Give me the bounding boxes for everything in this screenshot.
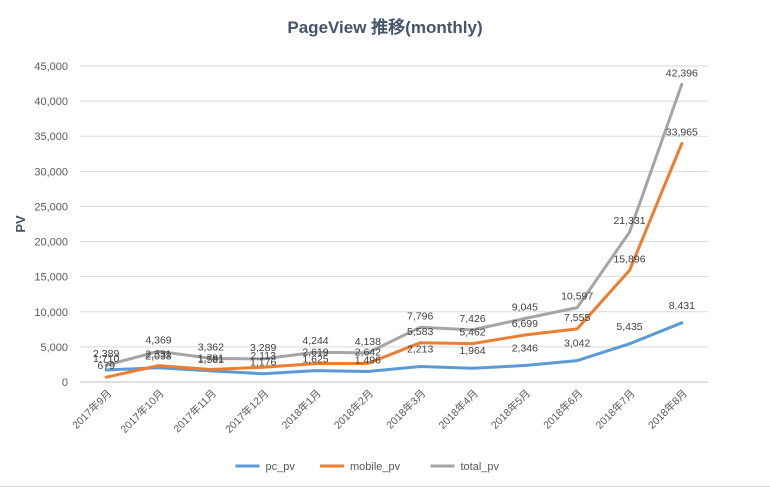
y-axis-ticks: 0 5,000 10,000 15,000 20,000 25,000 30,000 35,0… — [34, 61, 68, 389]
data-label-total_pv: 4,138 — [355, 336, 381, 348]
data-label-pc_pv: 1,581 — [198, 354, 224, 366]
y-tick-label: 40,000 — [34, 96, 68, 108]
x-tick-label: 2018年1月 — [279, 387, 324, 432]
chart-title: PageView 推移(monthly) — [287, 17, 482, 37]
x-tick-label: 2018年7月 — [593, 387, 638, 432]
series-lines — [104, 82, 684, 379]
data-label-mobile_pv: 5,583 — [407, 326, 433, 338]
data-label-total_pv: 9,045 — [512, 301, 538, 313]
x-tick-label: 2018年3月 — [384, 387, 429, 432]
x-axis-ticks: 2017年9月 2017年10月 2017年11月 2017年12月 2018年1月 20… — [70, 387, 690, 436]
data-label-mobile_pv: 7,555 — [564, 312, 590, 324]
y-tick-label: 5,000 — [40, 342, 68, 354]
data-label-total_pv: 10,597 — [561, 291, 593, 303]
gridlines — [80, 65, 708, 383]
x-tick-label: 2017年10月 — [118, 387, 167, 436]
data-label-total_pv: 3,289 — [250, 342, 276, 354]
legend-label-pc_pv: pc_pv — [266, 461, 296, 473]
data-label-mobile_pv: 2,619 — [302, 347, 328, 359]
y-tick-label: 35,000 — [34, 131, 68, 143]
data-label-total_pv: 42,396 — [666, 67, 698, 79]
series-line-pc_pv — [104, 321, 684, 376]
legend-label-mobile_pv: mobile_pv — [350, 461, 401, 473]
x-tick-label: 2017年12月 — [222, 387, 271, 436]
x-tick-label: 2017年9月 — [70, 387, 115, 432]
data-labels: 1,710 2,038 1,581 1,176 1,625 1,496 2,213 1,964… — [93, 67, 698, 372]
data-label-total_pv: 21,331 — [613, 215, 645, 227]
data-label-pc_pv: 3,042 — [564, 338, 590, 350]
y-tick-label: 30,000 — [34, 166, 68, 178]
x-tick-label: 2018年6月 — [541, 387, 586, 432]
x-tick-label: 2017年11月 — [171, 387, 219, 435]
x-tick-label: 2018年8月 — [645, 387, 690, 432]
y-tick-label: 10,000 — [34, 307, 68, 319]
data-label-total_pv: 2,389 — [93, 348, 119, 360]
data-label-pc_pv: 2,038 — [145, 351, 171, 363]
data-label-pc_pv: 1,176 — [250, 357, 276, 369]
data-label-mobile_pv: 2,331 — [145, 349, 171, 361]
y-tick-label: 20,000 — [34, 237, 68, 249]
series-line-mobile_pv — [104, 142, 684, 379]
y-tick-label: 45,000 — [34, 61, 68, 73]
legend-label-total_pv: total_pv — [461, 461, 500, 473]
x-tick-label: 2018年5月 — [488, 387, 533, 432]
data-label-pc_pv: 1,625 — [302, 354, 328, 366]
legend: pc_pv mobile_pv total_pv — [235, 461, 500, 473]
data-label-total_pv: 3,362 — [198, 341, 224, 353]
data-label-pc_pv: 1,496 — [355, 354, 381, 366]
y-tick-label: 25,000 — [34, 201, 68, 213]
data-label-mobile_pv: 33,965 — [666, 126, 698, 138]
y-tick-label: 15,000 — [34, 272, 68, 284]
data-label-mobile_pv: 2,113 — [250, 350, 276, 362]
series-line-total_pv — [104, 82, 684, 367]
data-label-mobile_pv: 679 — [97, 360, 115, 372]
data-label-mobile_pv: 6,699 — [512, 318, 538, 330]
y-axis-label: PV — [13, 215, 28, 233]
data-label-pc_pv: 8,431 — [669, 300, 695, 312]
data-label-pc_pv: 1,710 — [93, 353, 119, 365]
data-label-mobile_pv: 1,781 — [198, 352, 224, 364]
data-label-pc_pv: 5,435 — [616, 321, 642, 333]
y-tick-label: 0 — [62, 377, 68, 389]
x-tick-label: 2018年4月 — [436, 387, 481, 432]
data-label-mobile_pv: 5,462 — [459, 327, 485, 339]
data-label-mobile_pv: 2,642 — [355, 346, 381, 358]
data-label-total_pv: 7,796 — [407, 310, 433, 322]
x-tick-label: 2018年2月 — [331, 387, 376, 432]
data-label-pc_pv: 2,213 — [407, 343, 433, 355]
data-label-mobile_pv: 15,896 — [613, 253, 645, 265]
data-label-pc_pv: 2,346 — [512, 343, 538, 355]
data-label-total_pv: 7,426 — [459, 313, 485, 325]
data-label-pc_pv: 1,964 — [459, 345, 485, 357]
data-label-total_pv: 4,244 — [302, 335, 328, 347]
data-label-total_pv: 4,369 — [145, 334, 171, 346]
